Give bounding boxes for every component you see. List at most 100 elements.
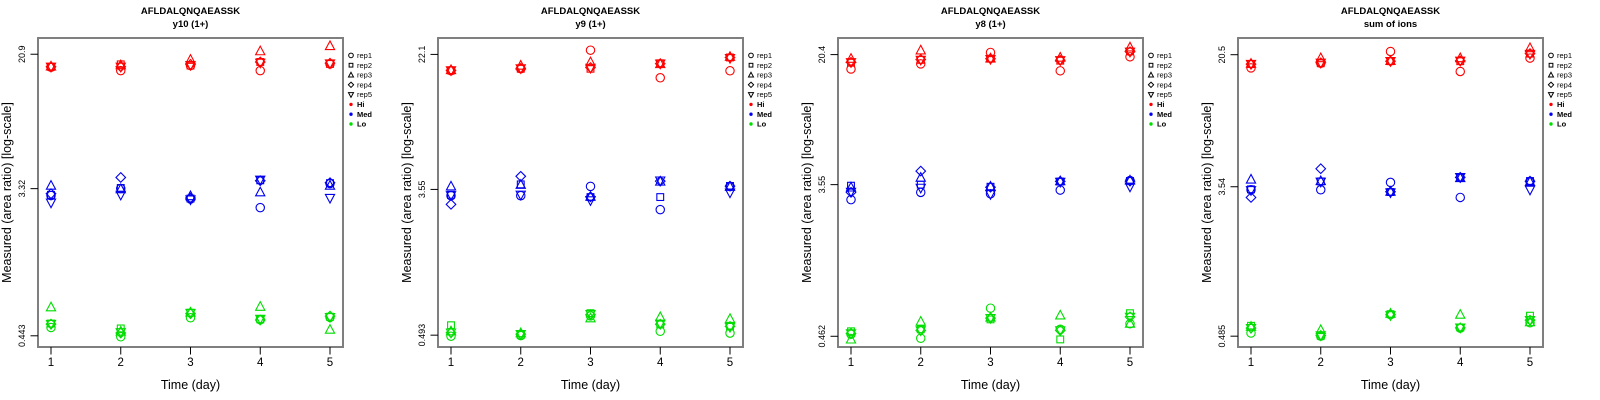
marker-hi-rep1-day5: [1125, 52, 1135, 62]
marker-hi-rep1-day5: [1525, 53, 1535, 63]
legend-label-rep2: rep2: [357, 61, 372, 70]
legend-label-hi: Hi: [357, 100, 365, 109]
x-tick-label: 1: [48, 357, 54, 369]
marker-hi-rep5-day5: [324, 59, 336, 70]
legend-hi-dot-icon: [1549, 102, 1553, 107]
x-tick-label: 1: [1248, 357, 1254, 369]
marker-med-rep5-day4: [1454, 173, 1466, 184]
marker-med-rep4-day5: [324, 177, 336, 189]
marker-med-rep5-day1: [445, 191, 457, 202]
marker-lo-rep1-day2: [116, 332, 126, 342]
marker-lo-rep1-day1: [46, 322, 56, 333]
legend-rep1-circle-icon: [348, 52, 354, 59]
marker-lo-rep5-day4: [254, 314, 266, 326]
marker-lo-rep5-day5: [724, 322, 736, 334]
marker-lo-rep3-day5: [324, 323, 336, 334]
marker-hi-rep1-day4: [655, 73, 665, 83]
legend-rep3-triangle-icon: [347, 71, 355, 78]
marker-med-rep1-day1: [846, 194, 856, 205]
marker-med-rep5-day3: [584, 196, 597, 207]
marker-lo-rep3-day1: [45, 301, 57, 312]
x-tick-label: 3: [187, 357, 193, 369]
legend-rep5-triangle-down-icon: [1147, 92, 1155, 99]
marker-med-rep3-day3: [1384, 185, 1397, 196]
legend-med-dot-icon: [1549, 112, 1553, 116]
marker-med-rep1-day2: [1316, 185, 1326, 195]
marker-lo-rep3-day4: [254, 300, 266, 311]
legend-label-hi: Hi: [757, 100, 765, 109]
marker-med-rep5-day2: [915, 183, 927, 195]
y-tick-label: 22.1: [417, 46, 427, 64]
x-tick-label: 2: [918, 357, 924, 369]
legend-label-lo: Lo: [1157, 120, 1167, 129]
legend-lo-dot-icon: [749, 122, 753, 126]
marker-med-rep3-day1: [45, 179, 57, 190]
x-tick-label: 2: [518, 357, 524, 369]
legend-rep4-diamond-icon: [747, 81, 755, 89]
panel-title: AFLDALQNQAEASSK: [541, 6, 640, 17]
legend-label-rep4: rep4: [1157, 80, 1172, 89]
marker-hi-rep5-day4: [1054, 56, 1066, 67]
marker-hi-rep5-day2: [115, 62, 127, 73]
marker-hi-rep3-day2: [915, 44, 927, 55]
marker-lo-rep5-day1: [445, 328, 457, 339]
marker-lo-rep3-day1: [845, 333, 857, 344]
marker-lo-rep3-day3: [984, 311, 997, 322]
marker-lo-rep3-day2: [915, 315, 927, 326]
marker-med-rep3-day1: [445, 180, 457, 191]
marker-med-rep5-day5: [1524, 185, 1536, 196]
marker-hi-rep1-day1: [846, 64, 856, 74]
panel-subtitle: sum of ions: [1364, 19, 1417, 30]
y-axis-label: Measured (area ratio) [log-scale]: [1200, 102, 1214, 283]
marker-med-rep5-day5: [1124, 182, 1136, 193]
legend-med-dot-icon: [1149, 112, 1153, 116]
legend-label-rep1: rep1: [1557, 51, 1572, 60]
marker-hi-rep3-day1: [45, 60, 57, 71]
marker-med-rep5-day2: [115, 190, 127, 202]
marker-med-rep5-day5: [724, 188, 736, 199]
marker-hi-rep3-day1: [845, 52, 857, 63]
marker-hi-rep3-day2: [1315, 51, 1327, 63]
marker-med-rep5-day2: [515, 190, 527, 201]
marker-lo-rep2-day5: [1526, 311, 1534, 320]
marker-lo-rep3-day5: [1124, 317, 1136, 328]
x-tick-label: 1: [448, 357, 454, 369]
marker-hi-rep5-day5: [1524, 49, 1536, 61]
legend-lo-dot-icon: [349, 122, 353, 126]
marker-lo-rep1-day5: [725, 328, 735, 338]
marker-med-rep5-day5: [324, 193, 336, 205]
marker-med-rep4-day1: [45, 188, 57, 200]
marker-med-rep2-day4: [1456, 173, 1465, 182]
x-tick-label: 2: [1318, 357, 1324, 369]
legend-med-dot-icon: [349, 112, 353, 116]
legend-rep2-square-icon: [348, 62, 354, 68]
marker-med-rep3-day1: [845, 181, 857, 192]
marker-med-rep2-day4: [656, 193, 665, 202]
marker-hi-rep3-day5: [1124, 41, 1136, 52]
panel-title: AFLDALQNQAEASSK: [941, 6, 1040, 17]
marker-med-rep5-day4: [254, 175, 266, 186]
panel-subtitle: y10 (1+): [173, 19, 209, 30]
marker-lo-rep3-day2: [1315, 323, 1327, 335]
y-tick-label: 20.5: [1217, 46, 1227, 64]
marker-med-rep4-day1: [1245, 191, 1257, 204]
x-tick-label: 5: [727, 357, 733, 369]
x-tick-label: 3: [1387, 357, 1393, 369]
marker-lo-rep5-day1: [45, 319, 57, 331]
marker-hi-rep3-day1: [445, 63, 457, 75]
legend-label-lo: Lo: [1557, 120, 1567, 129]
marker-lo-rep5-day4: [1454, 323, 1466, 334]
marker-hi-rep1-day2: [116, 65, 126, 76]
marker-hi-rep5-day3: [1384, 57, 1397, 68]
y-tick-label: 0.485: [1217, 325, 1227, 348]
marker-hi-rep5-day2: [515, 64, 527, 75]
legend-label-rep5: rep5: [1157, 90, 1172, 99]
x-axis-label: Time (day): [561, 378, 620, 392]
marker-hi-rep3-day5: [324, 39, 336, 51]
x-axis-label: Time (day): [1361, 378, 1420, 392]
legend-label-lo: Lo: [357, 120, 367, 129]
y-tick-label: 0.493: [417, 324, 427, 347]
legend-label-rep3: rep3: [1557, 71, 1572, 80]
